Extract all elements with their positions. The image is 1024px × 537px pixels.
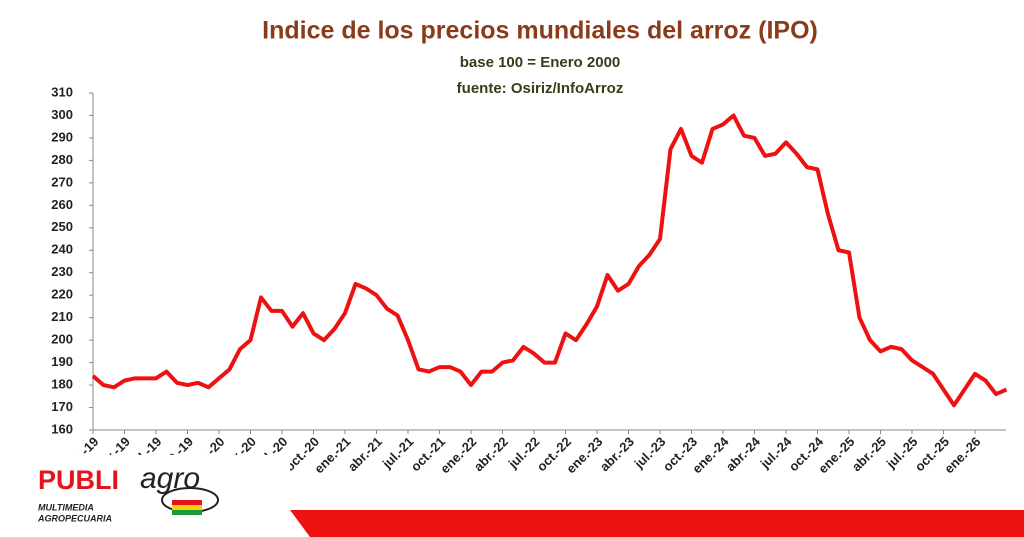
y-tick-label: 180	[51, 377, 73, 392]
x-tick-label: ene.-24	[689, 433, 732, 476]
chart-subtitle: base 100 = Enero 2000	[460, 54, 621, 71]
logo-tagline: MULTIMEDIA	[38, 502, 94, 512]
line-series	[91, 113, 1008, 408]
y-tick-label: 220	[51, 287, 73, 302]
x-tick-label: abr.-22	[471, 434, 511, 474]
logo-flag	[172, 505, 202, 510]
y-tick-label: 160	[51, 421, 73, 436]
y-tick-label: 210	[51, 309, 73, 324]
y-tick-label: 170	[51, 399, 73, 414]
y-tick-label: 190	[51, 354, 73, 369]
y-tick-label: 300	[51, 107, 73, 122]
y-tick-label: 290	[51, 129, 73, 144]
x-tick-label: abr.-23	[597, 434, 637, 474]
y-tick-label: 270	[51, 174, 73, 189]
plot: 160 170 180 190 200 210 220 230 240 250 260 270 280 2…	[51, 84, 1008, 476]
logo-flag	[172, 500, 202, 505]
y-tick-label: 280	[51, 152, 73, 167]
logo: PUBLI agro MULTIMEDIA AGROPECUARIA	[0, 455, 1024, 537]
y-tick-label: 250	[51, 219, 73, 234]
chart-source: fuente: Osiriz/InfoArroz	[457, 80, 624, 97]
x-tick-label: abr.-25	[849, 434, 889, 474]
y-tick-label: 310	[51, 84, 73, 99]
x-tick-label: abr.-24	[723, 433, 764, 474]
y-tick-label: 240	[51, 242, 73, 257]
red-band	[290, 510, 1024, 537]
x-tick-label: abr.-21	[345, 434, 385, 474]
y-tick-label: 200	[51, 332, 73, 347]
y-tick-label: 260	[51, 197, 73, 212]
chart-title: Indice de los precios mundiales del arro…	[262, 17, 818, 45]
logo-brand: agro	[140, 462, 200, 495]
logo-tagline: AGROPECUARIA	[37, 513, 112, 523]
logo-flag	[172, 510, 202, 515]
logo-bg	[0, 455, 290, 537]
logo-brand: PUBLI	[38, 465, 119, 495]
y-tick-label: 230	[51, 264, 73, 279]
